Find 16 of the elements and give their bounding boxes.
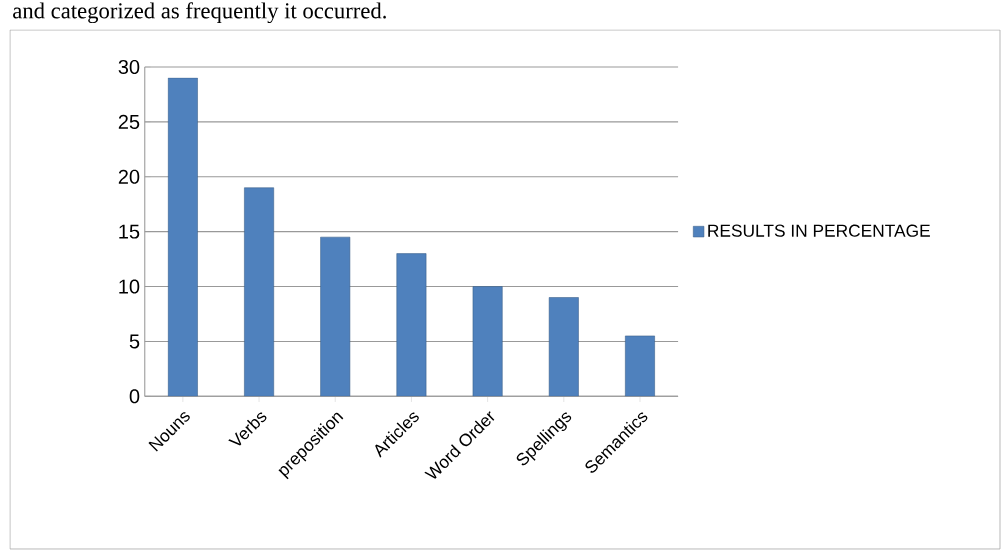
- bar: [548, 297, 579, 397]
- y-tick-label: 0: [129, 389, 140, 404]
- bar: [244, 187, 274, 397]
- legend-label: RESULTS IN PERCENTAGE: [708, 224, 930, 237]
- bar: [396, 253, 427, 397]
- bar: [167, 77, 198, 397]
- bar: [320, 236, 351, 397]
- bar: [625, 335, 655, 397]
- y-tick-label: 20: [118, 169, 140, 184]
- y-tick-label: 5: [129, 334, 140, 349]
- y-tick-label: 10: [119, 279, 140, 294]
- text: and categorized as frequently it occurred.: [13, 2, 386, 24]
- y-tick-label: 25: [118, 114, 140, 129]
- y-tick-label: 30: [118, 59, 140, 75]
- bar: [472, 286, 503, 397]
- y-tick-label: 15: [119, 224, 140, 239]
